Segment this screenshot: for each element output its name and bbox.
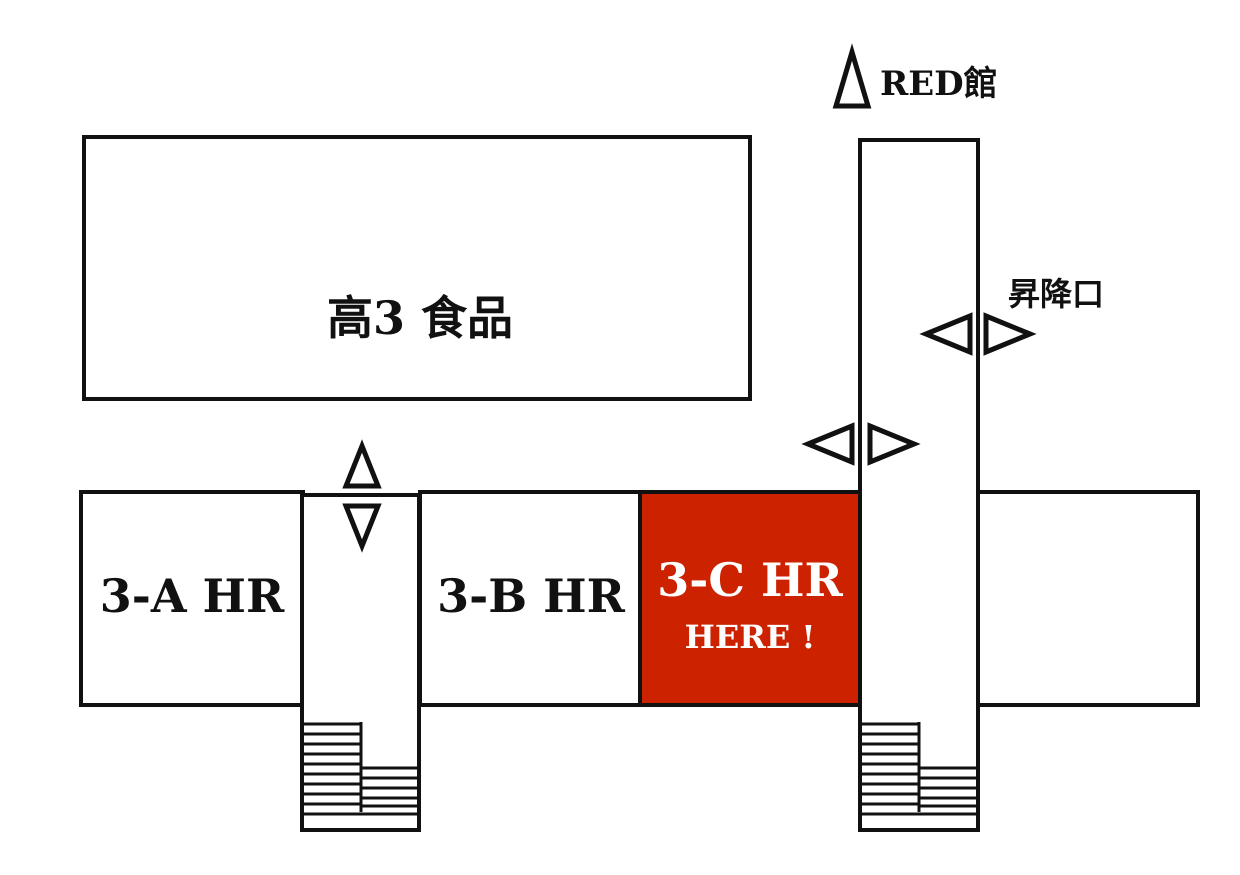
food-room-block [82,135,752,401]
room-3c [638,490,862,707]
red-building-label: RED館 [880,64,998,104]
arrow-down-icon [342,503,382,553]
arrow-up-icon [342,439,382,489]
here-label: HERE ! [685,618,816,656]
arrow-left-icon [801,422,855,466]
arrow-right-icon [983,312,1037,356]
room-3b [418,490,642,707]
room-3b-label: 3-B HR [437,569,625,623]
food-room-label: 高3 食品 [327,291,513,345]
room-right [976,490,1200,707]
vertical-corridor [858,138,980,832]
elevator-label: 昇降口 [1008,275,1104,313]
arrow-right-icon [867,422,921,466]
arrow-up-icon [832,43,872,109]
stairs-left [302,722,419,816]
stairs-right [860,722,978,816]
room-3a-label: 3-A HR [100,569,285,623]
arrow-left-icon [919,312,973,356]
room-3a [79,490,305,707]
room-3c-label: 3-C HR [657,553,843,607]
